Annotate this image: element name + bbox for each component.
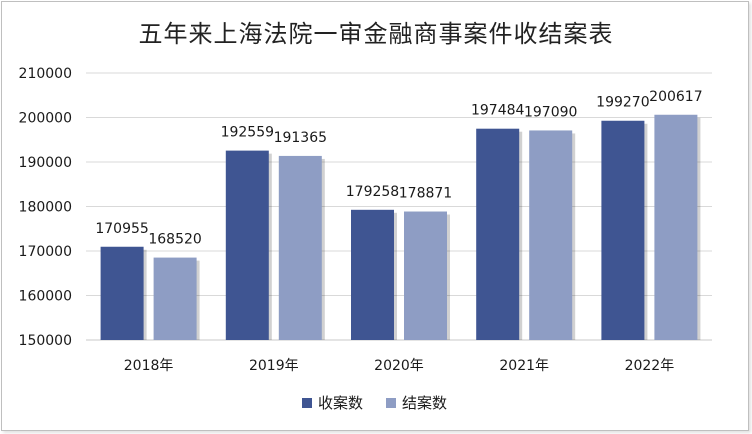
bar [278, 155, 322, 340]
data-label: 191365 [274, 130, 327, 146]
bar [153, 257, 197, 340]
bar [529, 130, 573, 340]
y-tick-label: 160000 [19, 289, 72, 305]
data-label: 178871 [399, 186, 452, 202]
y-tick-label: 170000 [19, 244, 72, 260]
bar [601, 120, 645, 340]
x-category-label: 2021年 [499, 358, 549, 374]
data-label: 197090 [524, 104, 577, 120]
data-label: 179258 [346, 184, 399, 200]
chart-title: 五年来上海法院一审金融商事案件收结案表 [138, 20, 614, 48]
bars [100, 114, 701, 340]
bar [351, 209, 394, 340]
legend-label: 收案数 [318, 394, 363, 412]
legend-swatch [302, 398, 312, 408]
x-category-label: 2022年 [625, 358, 675, 374]
x-category-label: 2020年 [374, 358, 424, 374]
y-tick-label: 180000 [19, 200, 72, 216]
legend-swatch [386, 398, 396, 408]
y-tick-label: 200000 [19, 111, 72, 127]
data-label: 197484 [471, 103, 525, 119]
legend-label: 结案数 [402, 394, 447, 412]
data-label: 200617 [649, 89, 702, 105]
bar [476, 128, 520, 340]
bar [100, 246, 144, 340]
bar [654, 114, 698, 340]
x-category-label: 2019年 [249, 358, 299, 374]
bar [404, 211, 447, 340]
y-axis-ticks: 150000 160000 170000 180000 190000 200000 2100… [19, 66, 72, 349]
data-label: 170955 [95, 221, 148, 237]
data-label: 168520 [148, 232, 201, 248]
x-category-label: 2018年 [124, 358, 174, 374]
y-tick-label: 150000 [19, 333, 72, 349]
bar [225, 150, 269, 340]
data-label: 192559 [221, 125, 274, 141]
data-label: 199270 [596, 95, 649, 111]
y-tick-label: 190000 [19, 155, 72, 171]
y-tick-label: 210000 [19, 66, 72, 82]
legend: 收案数 结案数 [302, 394, 447, 412]
x-axis-categories: 2018年 2019年 2020年 2021年 2022年 [124, 358, 674, 374]
